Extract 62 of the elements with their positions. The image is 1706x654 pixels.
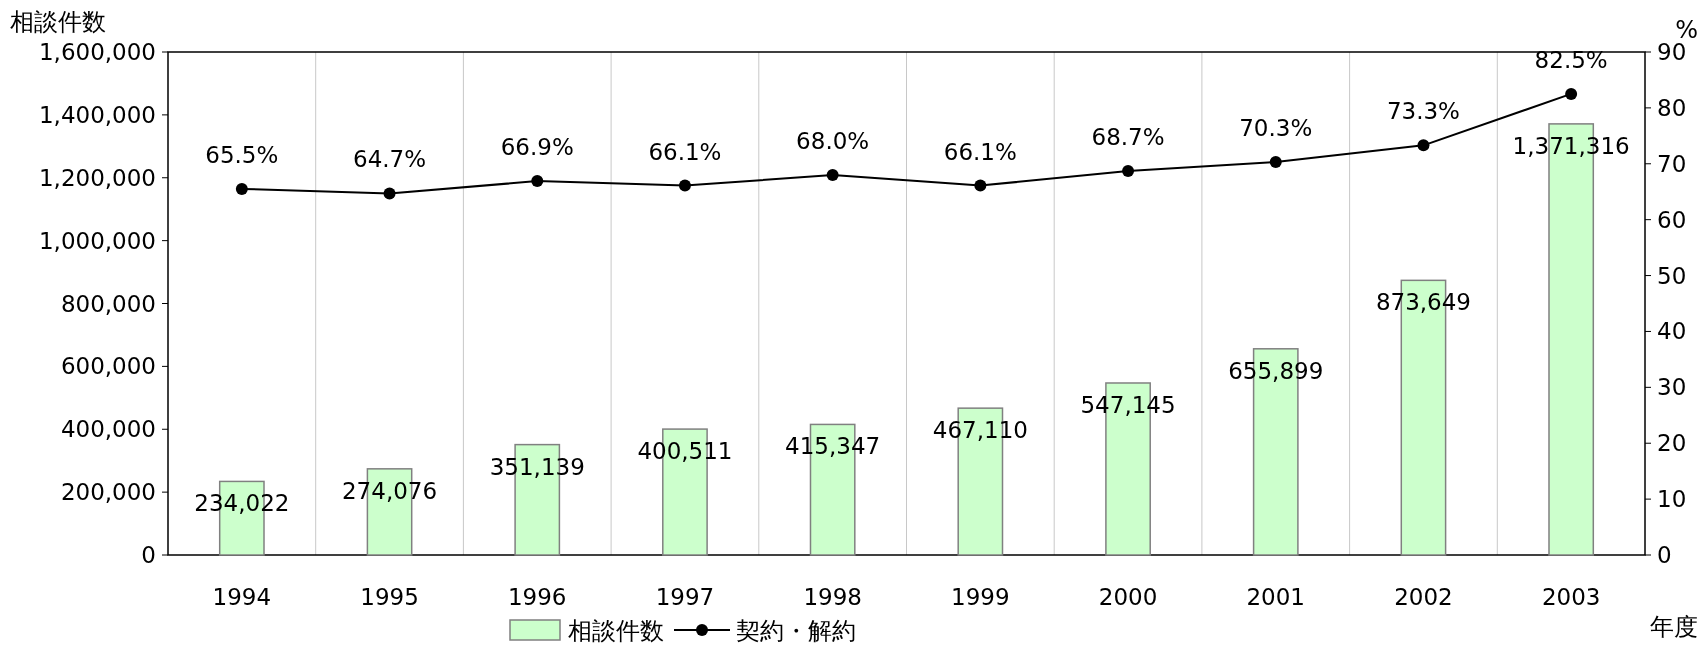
x-tick-label: 2001 (1246, 584, 1306, 610)
x-tick-label: 2000 (1098, 584, 1158, 610)
data-label: 873,649 (1375, 289, 1472, 316)
y-tick-label: 800,000 (60, 290, 156, 317)
data-label: 66.1% (943, 138, 1017, 165)
point (678, 179, 691, 192)
y2-tick-label: 20 (1657, 430, 1687, 457)
y2-tick-label: 70 (1657, 150, 1687, 177)
x-tick-label: 1994 (212, 584, 272, 610)
x-tick-label: 1998 (803, 584, 862, 610)
y-tick-label: 1,200,000 (38, 164, 156, 191)
data-label: 467,110 (932, 417, 1028, 444)
data-label: 274,076 (341, 477, 438, 504)
data-label: 547,145 (1080, 391, 1176, 418)
y-tick-label: 1,000,000 (38, 227, 156, 254)
y2-tick-label: 10 (1657, 486, 1687, 513)
y2-tick-label: 50 (1657, 262, 1687, 289)
data-label: 82.5% (1534, 46, 1608, 73)
x-tick-label: 2003 (1541, 584, 1601, 610)
data-label: 68.7% (1091, 124, 1165, 151)
legend-label: 契約・解約 (736, 617, 856, 645)
data-label: 64.7% (353, 146, 427, 173)
point (1417, 139, 1430, 152)
data-label: 655,899 (1228, 357, 1324, 384)
x-tick-label: 1999 (951, 584, 1010, 610)
data-label: 70.3% (1239, 115, 1313, 142)
x-tick-label: 2002 (1394, 584, 1453, 610)
y2-tick-label: 60 (1657, 206, 1687, 233)
y-tick-label: 1,600,000 (38, 39, 156, 65)
data-label: 66.9% (500, 134, 574, 161)
y-tick-label: 0 (141, 542, 156, 568)
data-label: 351,139 (489, 453, 585, 480)
point (826, 168, 839, 181)
data-label: 68.0% (796, 127, 870, 154)
point (1269, 156, 1282, 169)
y-tick-label: 600,000 (60, 353, 156, 380)
data-label: 1,371,316 (1512, 132, 1630, 159)
y2-tick-label: 30 (1657, 374, 1687, 401)
y-tick-label: 400,000 (60, 416, 156, 443)
data-label: 73.3% (1386, 98, 1460, 125)
x-tick-label: 1995 (360, 584, 419, 610)
data-label: 66.1% (648, 138, 722, 165)
y2-tick-label: 80 (1657, 94, 1687, 121)
y-tick-label: 200,000 (60, 479, 156, 506)
y2-tick-label: 40 (1657, 318, 1687, 345)
point (383, 187, 396, 200)
y-tick-label: 1,400,000 (38, 101, 156, 128)
data-label: 234,022 (194, 490, 290, 517)
x-tick-label: 1997 (655, 584, 715, 610)
point (235, 182, 248, 195)
data-label: 400,511 (637, 438, 733, 465)
y-axis-title: 相談件数 (10, 8, 106, 36)
point (1122, 165, 1135, 178)
point (1565, 87, 1578, 100)
data-label: 65.5% (205, 141, 279, 168)
point (974, 179, 987, 192)
x-axis-title: 年度 (1650, 613, 1698, 641)
y2-tick-label: 0 (1657, 542, 1672, 568)
data-label: 415,347 (785, 433, 881, 460)
x-tick-label: 1996 (507, 584, 567, 610)
legend-label: 相談件数 (568, 617, 664, 645)
point (531, 175, 544, 188)
